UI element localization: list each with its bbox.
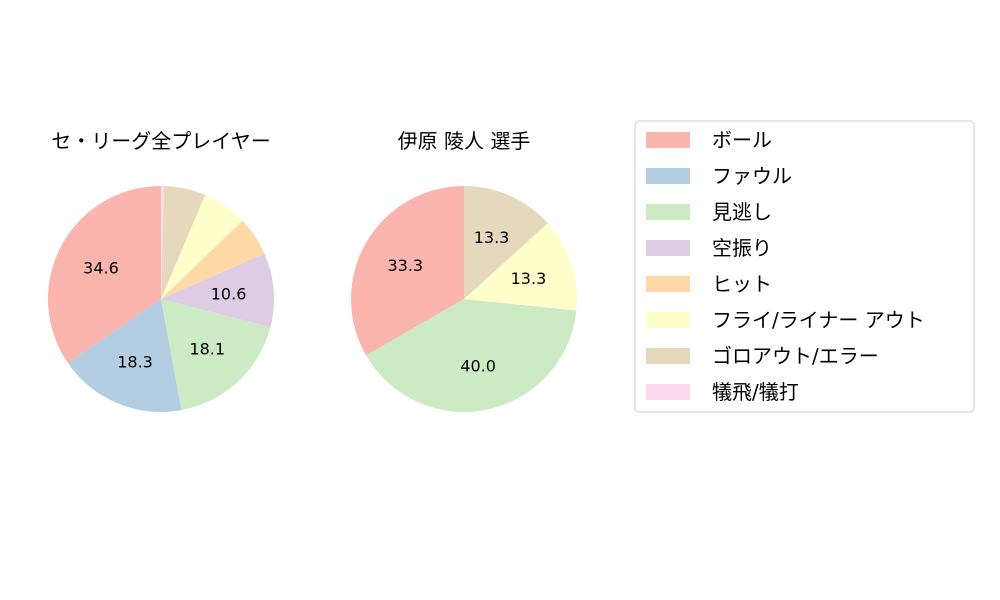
legend-label-3: 空振り (712, 236, 772, 260)
pie-slice-1-5 (464, 223, 578, 311)
pie-title-player: 伊原 陵人 選手 (398, 129, 531, 153)
legend-swatch-4 (646, 276, 690, 292)
legend-label-6: ゴロアウト/エラー (712, 344, 879, 368)
legend-swatch-5 (646, 312, 690, 328)
pie-slice-0-5 (161, 195, 243, 299)
pie-data-label-1-5: 13.3 (511, 269, 547, 288)
pie-slice-0-1 (67, 299, 182, 412)
legend-swatch-2 (646, 204, 690, 220)
legend-label-2: 見逃し (712, 200, 772, 224)
pie-slice-1-6 (464, 186, 548, 299)
pie-slice-1-0 (351, 186, 464, 356)
pie-labels-league: 34.6 18.3 18.1 10.6 (83, 258, 246, 371)
pie-slices-player (351, 186, 578, 413)
legend-swatch-6 (646, 348, 690, 364)
pie-data-label-0-1: 18.3 (117, 353, 153, 372)
legend-swatch-3 (646, 240, 690, 256)
pie-slice-0-0 (48, 186, 162, 364)
pie-data-label-0-3: 10.6 (211, 284, 247, 303)
legend-label-0: ボール (712, 128, 772, 152)
pie-slice-0-6 (161, 186, 206, 299)
pie-data-label-1-2: 40.0 (460, 356, 496, 375)
pie-slice-0-4 (161, 220, 265, 299)
pie-slice-0-3 (161, 253, 274, 328)
pie-slice-0-7 (161, 186, 164, 299)
pie-data-label-0-0: 34.6 (83, 258, 119, 277)
pie-data-label-1-0: 33.3 (387, 256, 423, 275)
legend-label-7: 犠飛/犠打 (712, 380, 799, 404)
legend-swatch-1 (646, 168, 690, 184)
legend-swatch-7 (646, 384, 690, 400)
legend-label-5: フライ/ライナー アウト (712, 308, 925, 332)
pie-labels-player: 33.3 40.0 13.3 13.3 (387, 228, 546, 375)
legend-label-1: ファウル (712, 164, 792, 188)
pie-slices-league (48, 186, 274, 412)
pie-title-league: セ・リーグ全プレイヤー (51, 129, 270, 153)
pie-player: 伊原 陵人 選手 33.3 40.0 13.3 13.3 (351, 129, 578, 413)
pie-data-label-1-6: 13.3 (474, 228, 510, 247)
pie-league-all-players: セ・リーグ全プレイヤー 34.6 18.3 18.1 10.6 (48, 129, 274, 412)
legend-swatch-0 (646, 132, 690, 148)
pie-slice-0-2 (161, 299, 271, 411)
legend-label-4: ヒット (712, 272, 772, 296)
pie-data-label-0-2: 18.1 (189, 340, 225, 359)
pie-slice-1-2 (366, 299, 577, 413)
legend-frame (634, 120, 975, 413)
